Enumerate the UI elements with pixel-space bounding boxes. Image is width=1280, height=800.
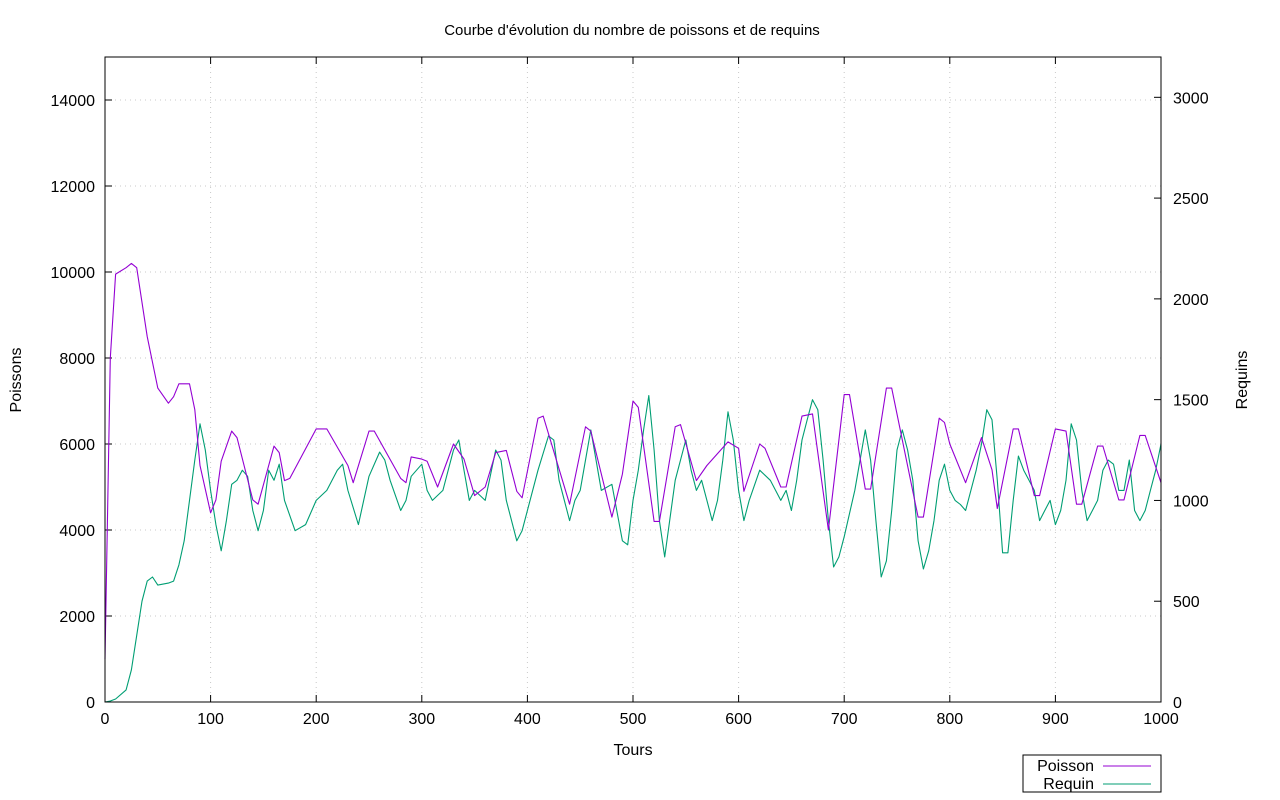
x-tick-label: 700: [831, 711, 858, 728]
y2-tick-label: 2500: [1173, 191, 1209, 208]
x-tick-label: 300: [408, 711, 435, 728]
ticks: 0 100 200 300 400 500 600 700 800 900 100002000400…: [51, 57, 1209, 728]
y-tick-label: 14000: [51, 93, 96, 110]
y-tick-label: 8000: [59, 351, 95, 368]
y2-tick-label: 500: [1173, 594, 1200, 611]
y-tick-label: 6000: [59, 437, 95, 454]
y-tick-label: 2000: [59, 609, 95, 626]
x-tick-label: 100: [197, 711, 224, 728]
x-tick-label: 200: [303, 711, 330, 728]
series: [104, 262, 1162, 703]
legend-box: [1022, 754, 1162, 793]
y-tick-label: 12000: [51, 179, 96, 196]
y-tick-label: 0: [86, 695, 95, 712]
y-axis-label: Poissons: [8, 348, 25, 413]
y2-axis-label: Requins: [1234, 351, 1251, 410]
y2-tick-label: 3000: [1173, 90, 1209, 107]
plot-frame: [104, 56, 1162, 703]
y-tick-label: 4000: [59, 523, 95, 540]
y-tick-label: 10000: [51, 265, 96, 282]
y2-tick-label: 0: [1173, 695, 1182, 712]
y2-tick-label: 2000: [1173, 292, 1209, 309]
chart-title: Courbe d'évolution du nombre de poissons…: [444, 22, 820, 39]
x-tick-label: 400: [514, 711, 541, 728]
legend-label-poisson: Poisson: [1037, 758, 1094, 775]
x-tick-label: 600: [725, 711, 752, 728]
x-tick-label: 0: [101, 711, 110, 728]
grid: [105, 57, 1161, 702]
y2-tick-label: 1000: [1173, 493, 1209, 510]
series-line-poisson: [104, 262, 1162, 660]
x-tick-label: 1000: [1143, 711, 1179, 728]
series-line-requin: [104, 395, 1162, 703]
legend: Poisson Requin: [1022, 754, 1162, 793]
x-tick-label: 900: [1042, 711, 1069, 728]
x-tick-label: 800: [936, 711, 963, 728]
x-axis-label: Tours: [613, 742, 652, 759]
legend-label-requin: Requin: [1043, 776, 1094, 793]
x-tick-label: 500: [620, 711, 647, 728]
y2-tick-label: 1500: [1173, 393, 1209, 410]
